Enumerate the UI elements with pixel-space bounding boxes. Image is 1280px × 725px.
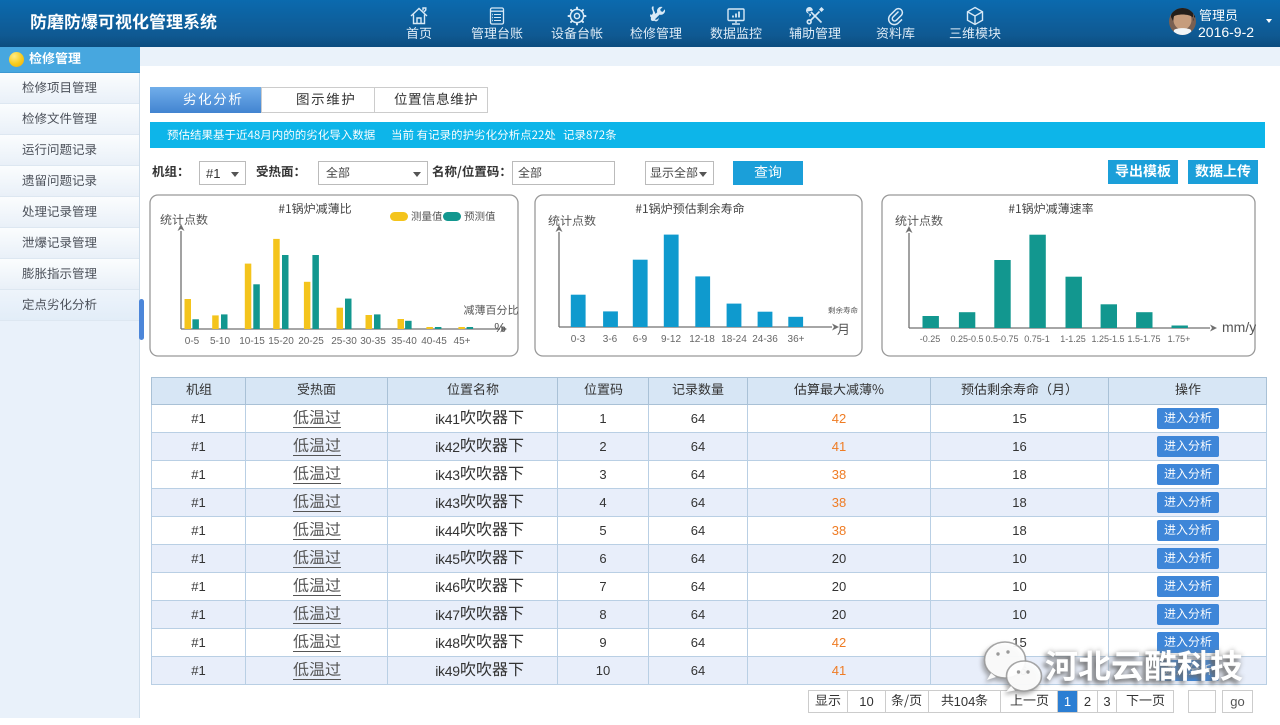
svg-text:9-12: 9-12 — [661, 334, 681, 345]
svg-text:1.5-1.75: 1.5-1.75 — [1127, 334, 1160, 344]
svg-text:12-18: 12-18 — [689, 334, 715, 345]
svg-text:1-1.25: 1-1.25 — [1060, 334, 1086, 344]
svg-text:0-5: 0-5 — [185, 336, 200, 347]
svg-text:0-3: 0-3 — [571, 334, 586, 345]
svg-text:%: % — [494, 320, 506, 335]
svg-text:3-6: 3-6 — [603, 334, 618, 345]
svg-text:35-40: 35-40 — [391, 336, 417, 347]
svg-text:1.25-1.5: 1.25-1.5 — [1091, 334, 1124, 344]
svg-text:10-15: 10-15 — [239, 336, 265, 347]
svg-text:45+: 45+ — [454, 336, 471, 347]
svg-text:6-9: 6-9 — [633, 334, 648, 345]
svg-text:0.25-0.5: 0.25-0.5 — [950, 334, 983, 344]
svg-text:15-20: 15-20 — [268, 336, 294, 347]
svg-text:24-36: 24-36 — [752, 334, 778, 345]
svg-text:40-45: 40-45 — [421, 336, 447, 347]
svg-text:0.5-0.75: 0.5-0.75 — [985, 334, 1018, 344]
svg-text:mm/y: mm/y — [1222, 319, 1256, 335]
svg-text:25-30: 25-30 — [331, 336, 357, 347]
svg-text:1.75+: 1.75+ — [1168, 334, 1191, 344]
svg-text:5-10: 5-10 — [210, 336, 230, 347]
svg-text:18-24: 18-24 — [721, 334, 747, 345]
svg-text:-0.25: -0.25 — [920, 334, 941, 344]
svg-text:20-25: 20-25 — [298, 336, 324, 347]
svg-text:36+: 36+ — [788, 334, 805, 345]
svg-text:30-35: 30-35 — [360, 336, 386, 347]
svg-text:0.75-1: 0.75-1 — [1024, 334, 1050, 344]
